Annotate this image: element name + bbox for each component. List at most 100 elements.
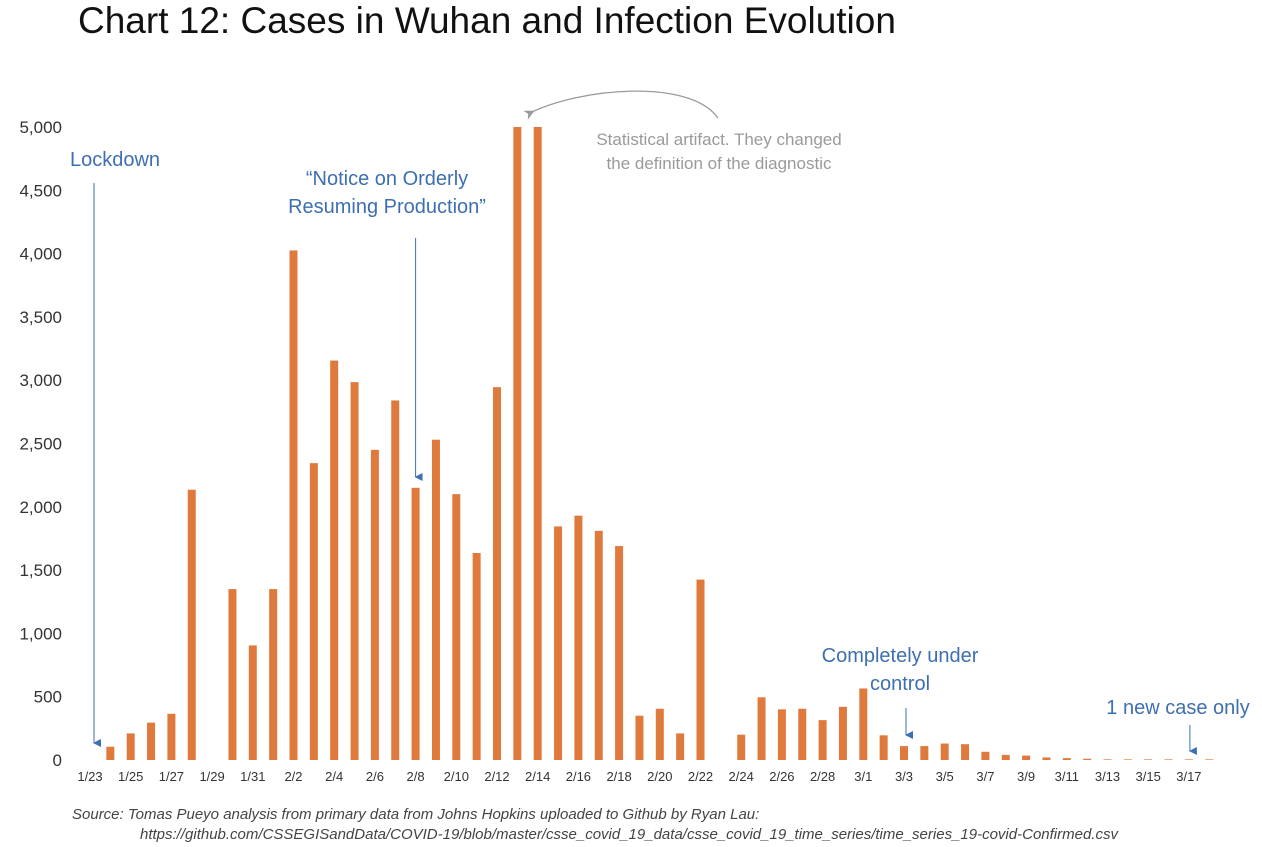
bar-1/25 xyxy=(126,733,135,760)
x-tick-label: 3/5 xyxy=(936,769,954,784)
x-axis: 1/23 1/25 1/27 1/29 1/31 2/2 2/4 2/6 2/8 2/10 2/12… xyxy=(77,769,1201,784)
annotation-control: Completely under xyxy=(822,645,979,667)
bar-3/2 xyxy=(879,735,888,760)
bar-1/27 xyxy=(167,713,176,760)
x-tick-label: 3/17 xyxy=(1176,769,1201,784)
x-tick-label: 3/13 xyxy=(1095,769,1120,784)
bar-2/17 xyxy=(594,530,603,760)
x-tick-label: 2/28 xyxy=(810,769,835,784)
bar-2/2 xyxy=(289,250,298,760)
bar-3/4 xyxy=(920,746,929,760)
x-tick-label: 2/10 xyxy=(444,769,469,784)
x-tick-label: 2/14 xyxy=(525,769,550,784)
x-tick-label: 2/8 xyxy=(407,769,425,784)
x-tick-label: 3/11 xyxy=(1055,769,1079,784)
x-tick-label: 1/23 xyxy=(77,769,102,784)
x-tick-label: 3/3 xyxy=(895,769,913,784)
annotation-artifact: the definition of the diagnostic xyxy=(607,154,832,173)
bar-chart: 0 500 1,000 1,500 2,000 2,500 3,000 3,500 4,000 4… xyxy=(19,90,1250,784)
y-tick-label: 2,500 xyxy=(19,435,62,454)
y-tick-label: 1,000 xyxy=(19,624,62,643)
bar-2/15 xyxy=(554,526,563,760)
bar-2/8 xyxy=(411,487,420,760)
bar-3/14 xyxy=(1123,759,1132,760)
annotation-artifact: Statistical artifact. They changed xyxy=(596,130,841,149)
bar-1/28 xyxy=(187,489,196,760)
x-tick-label: 2/26 xyxy=(769,769,794,784)
x-tick-label: 2/18 xyxy=(606,769,631,784)
bar-3/15 xyxy=(1144,759,1153,760)
bar-2/27 xyxy=(798,708,807,760)
x-tick-label: 3/15 xyxy=(1136,769,1161,784)
bar-2/7 xyxy=(391,400,400,760)
bar-3/9 xyxy=(1022,755,1031,760)
bar-3/10 xyxy=(1042,757,1051,760)
x-tick-label: 2/6 xyxy=(366,769,384,784)
bar-2/22 xyxy=(696,579,705,760)
y-tick-label: 3,500 xyxy=(19,308,62,327)
x-tick-label: 3/7 xyxy=(976,769,994,784)
bar-3/13 xyxy=(1103,759,1112,760)
bars xyxy=(106,127,1214,760)
x-tick-label: 2/22 xyxy=(688,769,713,784)
bar-2/28 xyxy=(818,720,827,760)
y-tick-label: 5,000 xyxy=(19,118,62,137)
bar-1/30 xyxy=(228,589,237,760)
bar-2/10 xyxy=(452,494,461,760)
bar-2/14 xyxy=(533,127,542,760)
bar-3/3 xyxy=(900,746,908,760)
bar-2/9 xyxy=(431,439,440,760)
bar-2/24 xyxy=(737,734,746,760)
bar-2/18 xyxy=(615,546,624,760)
bar-2/13 xyxy=(513,127,522,760)
y-tick-label: 0 xyxy=(53,751,62,770)
x-tick-label: 2/12 xyxy=(484,769,509,784)
annotations: Lockdown “Notice on Orderly Resuming Produ… xyxy=(70,90,1250,755)
source-note: Source: Tomas Pueyo analysis from primar… xyxy=(72,806,760,823)
x-tick-label: 2/20 xyxy=(647,769,672,784)
bar-3/8 xyxy=(1001,754,1010,760)
y-tick-label: 1,500 xyxy=(19,561,62,580)
bar-2/25 xyxy=(757,697,766,760)
bar-3/17 xyxy=(1184,759,1193,760)
x-tick-label: 2/2 xyxy=(284,769,302,784)
y-tick-label: 2,000 xyxy=(19,498,62,517)
y-tick-label: 4,500 xyxy=(19,181,62,200)
annotation-control: control xyxy=(870,673,930,695)
bar-2/3 xyxy=(309,463,318,760)
annotation-notice: Resuming Production” xyxy=(288,196,486,218)
bar-3/18 xyxy=(1205,759,1214,760)
x-tick-label: 2/4 xyxy=(325,769,343,784)
x-tick-label: 1/31 xyxy=(240,769,265,784)
page-title: Chart 12: Cases in Wuhan and Infection E… xyxy=(78,0,896,41)
bar-2/29 xyxy=(838,706,847,760)
annotation-notice: “Notice on Orderly xyxy=(306,168,468,190)
source-url: https://github.com/CSSEGISandData/COVID-… xyxy=(140,826,1118,843)
annotation-lockdown: Lockdown xyxy=(70,149,160,171)
y-axis: 0 500 1,000 1,500 2,000 2,500 3,000 3,500 4,000 4… xyxy=(19,118,62,770)
bar-2/1 xyxy=(269,589,278,760)
bar-2/5 xyxy=(350,382,359,760)
bar-3/12 xyxy=(1083,758,1092,760)
bar-3/6 xyxy=(961,744,970,760)
y-tick-label: 500 xyxy=(34,688,62,707)
bar-1/24 xyxy=(106,746,115,760)
x-tick-label: 3/9 xyxy=(1017,769,1035,784)
bar-3/5 xyxy=(940,743,949,760)
bar-3/11 xyxy=(1062,758,1071,760)
x-tick-label: 2/16 xyxy=(566,769,591,784)
bar-2/16 xyxy=(574,515,583,760)
bar-2/26 xyxy=(777,709,786,760)
x-tick-label: 2/24 xyxy=(729,769,754,784)
x-tick-label: 1/25 xyxy=(118,769,143,784)
bar-2/4 xyxy=(330,360,339,760)
x-tick-label: 1/27 xyxy=(159,769,184,784)
bar-1/26 xyxy=(147,722,156,760)
bar-2/20 xyxy=(655,708,664,760)
y-tick-label: 3,000 xyxy=(19,371,62,390)
bar-3/16 xyxy=(1164,759,1173,760)
x-tick-label: 1/29 xyxy=(199,769,224,784)
bar-2/19 xyxy=(635,715,644,760)
annotation-new-case: 1 new case only xyxy=(1106,697,1249,719)
bar-2/6 xyxy=(370,449,379,760)
